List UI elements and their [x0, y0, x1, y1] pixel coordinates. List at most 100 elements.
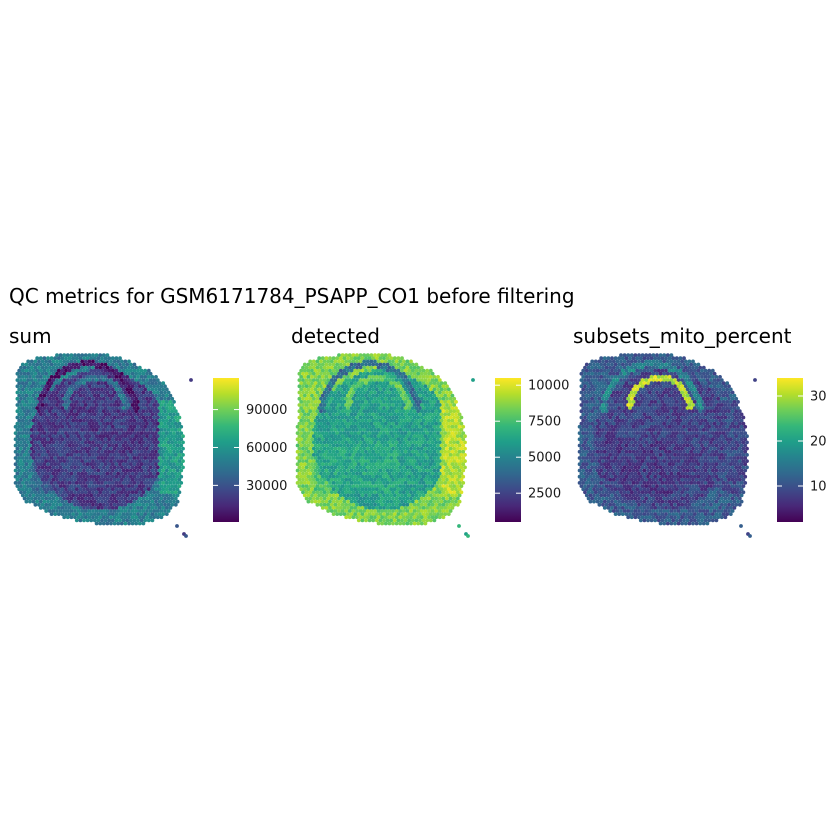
spot	[452, 459, 457, 463]
spot	[107, 506, 112, 510]
spot	[389, 499, 394, 504]
spot	[49, 474, 54, 479]
spot	[302, 456, 307, 460]
spot	[385, 449, 390, 454]
spot	[315, 396, 320, 401]
spot	[101, 384, 106, 389]
spot	[374, 481, 379, 485]
spot	[56, 356, 61, 361]
spot	[26, 440, 31, 445]
spot	[118, 375, 122, 379]
spot	[418, 437, 422, 442]
spot	[342, 368, 347, 373]
spot	[152, 484, 157, 488]
spot	[98, 390, 103, 395]
spot	[701, 371, 706, 376]
spot	[105, 502, 110, 507]
spot	[320, 356, 325, 361]
spot	[159, 459, 164, 463]
spot	[60, 462, 65, 467]
spot	[173, 446, 178, 451]
spot	[64, 381, 68, 386]
spot	[347, 465, 352, 470]
spot	[38, 474, 43, 479]
spot	[382, 493, 386, 498]
spot	[455, 490, 460, 495]
spot	[313, 487, 318, 492]
spot	[319, 384, 323, 389]
spot	[349, 362, 354, 367]
spot	[604, 384, 609, 389]
spot	[430, 496, 435, 501]
spot	[382, 393, 386, 398]
spot	[349, 468, 354, 473]
spot	[141, 484, 146, 488]
spot	[44, 484, 49, 488]
spot	[624, 356, 629, 361]
spot	[373, 409, 377, 414]
spot	[38, 381, 43, 386]
spot	[121, 506, 126, 510]
spot	[665, 384, 670, 389]
spot	[139, 375, 144, 379]
spot	[161, 481, 166, 485]
spot	[105, 509, 110, 513]
spot	[92, 499, 97, 504]
spot	[74, 449, 79, 454]
spot	[130, 428, 135, 432]
spot	[37, 378, 41, 382]
spot	[38, 356, 43, 361]
spot	[35, 393, 40, 398]
spot	[89, 487, 94, 492]
spot	[143, 499, 148, 504]
spot	[443, 412, 448, 417]
spot	[461, 462, 466, 467]
spot	[143, 381, 148, 386]
spot	[306, 362, 311, 367]
spot	[17, 381, 22, 386]
spot	[137, 490, 142, 495]
spot	[319, 396, 323, 401]
spot	[51, 396, 56, 401]
spot	[297, 378, 302, 382]
spot	[454, 443, 458, 448]
spot	[163, 477, 167, 482]
spot	[299, 400, 304, 404]
spot	[615, 365, 620, 370]
spot	[337, 446, 341, 451]
spot	[71, 443, 76, 448]
spot	[121, 518, 126, 523]
spot	[33, 396, 38, 401]
spot	[335, 393, 340, 398]
spot	[333, 421, 338, 426]
spot	[437, 440, 442, 445]
colorbar	[495, 378, 521, 522]
spot	[723, 384, 728, 389]
spot	[118, 512, 122, 516]
spot	[320, 506, 325, 510]
spot	[92, 381, 97, 386]
spot	[78, 381, 83, 386]
spot	[101, 421, 106, 426]
spot	[82, 443, 86, 448]
spot	[419, 371, 424, 376]
spot	[358, 390, 363, 395]
spot	[642, 381, 647, 386]
spot	[130, 490, 135, 495]
spot	[441, 490, 446, 495]
spot	[87, 421, 92, 426]
spot	[448, 390, 453, 395]
spot	[47, 465, 52, 470]
spot	[430, 371, 435, 376]
spot	[67, 368, 72, 373]
spot	[376, 453, 381, 457]
spot	[56, 468, 61, 473]
spot	[403, 487, 408, 492]
spot	[89, 506, 94, 510]
spot	[463, 465, 467, 470]
spot	[123, 471, 128, 476]
spot	[110, 487, 115, 492]
spot	[414, 506, 419, 510]
spot	[310, 387, 314, 392]
spot	[313, 362, 318, 367]
